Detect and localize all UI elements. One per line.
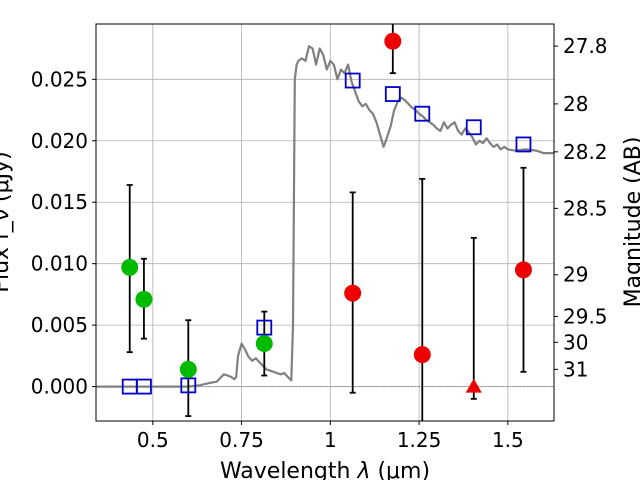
right-tick-label: 28 [563, 92, 588, 116]
model-flux-square [256, 319, 273, 336]
model-flux-square [180, 377, 197, 394]
right-tick-label: 29 [563, 263, 588, 287]
x-tick-label: 1.25 [397, 428, 442, 452]
green-data-point [135, 290, 153, 308]
right-tick-label: 27.8 [563, 34, 608, 58]
right-tick-label: 30 [563, 330, 588, 354]
x-tick-label: 0.75 [219, 428, 264, 452]
x-axis-ticks: 0.5 0.75 1 1.25 1.5 [137, 421, 524, 452]
right-axis-ticks: 27.8 28 28.2 28.5 29 29.530 31 [554, 34, 608, 381]
y-axis-label-left: Flux f_ν (μJy) [0, 151, 14, 292]
errorbar-layer [126, 24, 527, 421]
green-data-point [179, 360, 197, 378]
x-tick-label: 1.5 [492, 428, 524, 452]
right-tick-label: 31 [563, 357, 588, 381]
x-tick-label: 1 [324, 428, 337, 452]
right-tick-label: 29.5 [563, 305, 608, 329]
plot-frame [95, 23, 555, 422]
model-flux-square [136, 378, 152, 395]
model-flux-square [384, 86, 401, 102]
y-tick-label: 0.025 [31, 67, 88, 91]
model-flux-square [465, 119, 482, 136]
x-tick-label: 0.5 [137, 428, 169, 452]
marker-layer [121, 32, 532, 395]
red-data-point [413, 346, 431, 364]
red-data-point [514, 261, 532, 279]
y-tick-label: 0.015 [31, 190, 88, 214]
red-data-point [384, 32, 402, 50]
plot-background [96, 24, 554, 421]
green-data-point [121, 258, 139, 276]
y-tick-label: 0.010 [31, 252, 88, 276]
right-tick-label: 28.5 [563, 196, 608, 220]
y-tick-label: 0.000 [31, 375, 88, 399]
red-data-point [344, 284, 362, 302]
y-axis-ticks: 0.000 0.005 0.010 0.015 0.020 0.025 [31, 67, 96, 399]
x-axis-label: Wavelength λ (μm) [220, 459, 430, 480]
model-flux-square [344, 72, 361, 89]
right-tick-label: 28.2 [563, 140, 608, 164]
model-flux-square [414, 105, 431, 122]
y-axis-label-right: Magnitude (AB) [621, 137, 640, 308]
y-tick-label: 0.005 [31, 313, 88, 337]
y-tick-label: 0.020 [31, 129, 88, 153]
red-triangle-point [465, 378, 482, 393]
green-data-point [255, 335, 273, 353]
model-flux-square [515, 136, 532, 153]
